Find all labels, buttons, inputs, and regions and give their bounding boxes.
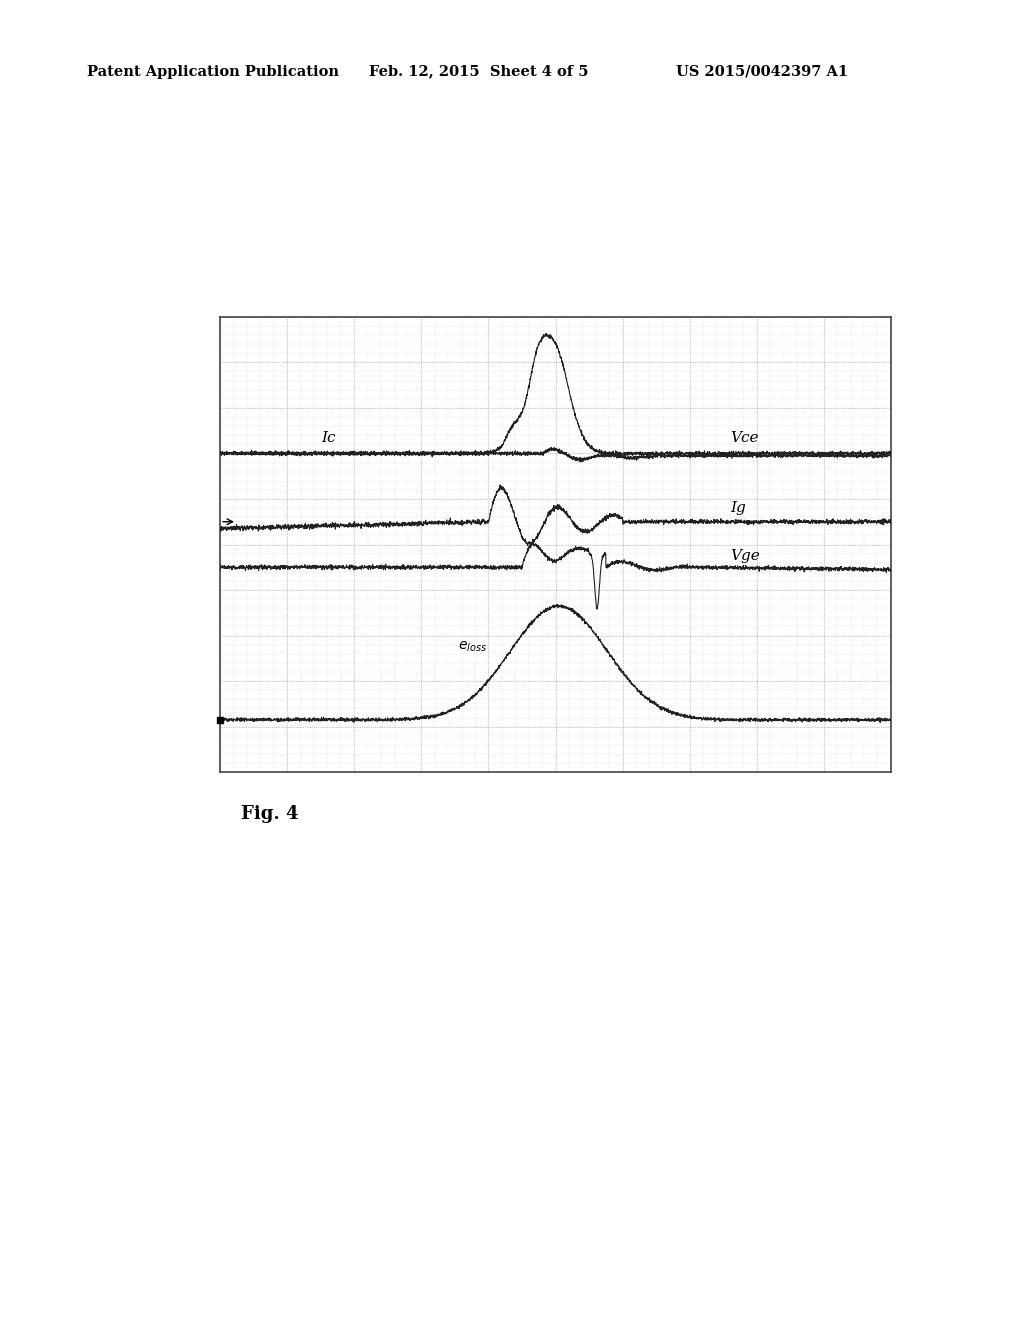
- Text: Patent Application Publication: Patent Application Publication: [87, 65, 339, 79]
- Text: Fig. 4: Fig. 4: [241, 805, 298, 824]
- Text: Ig: Ig: [730, 500, 745, 515]
- Text: US 2015/0042397 A1: US 2015/0042397 A1: [676, 65, 848, 79]
- Text: Feb. 12, 2015  Sheet 4 of 5: Feb. 12, 2015 Sheet 4 of 5: [369, 65, 588, 79]
- Text: $e_{loss}$: $e_{loss}$: [459, 639, 487, 653]
- Text: Vge: Vge: [730, 549, 760, 564]
- Text: Ic: Ic: [321, 432, 335, 445]
- Text: Vce: Vce: [730, 432, 759, 445]
